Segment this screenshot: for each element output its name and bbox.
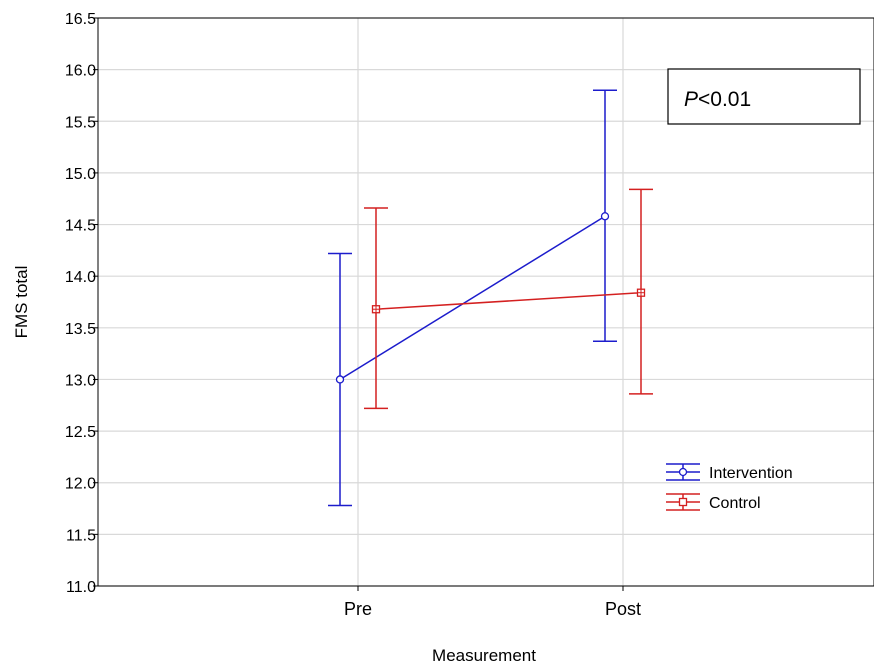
y-tick-label: 15.5 (65, 114, 96, 131)
x-tick-label: Pre (344, 599, 372, 619)
series-line (339, 215, 606, 381)
y-tick-label: 16.0 (65, 63, 96, 80)
y-tick-label: 13.5 (65, 321, 96, 338)
p-value-annotation: P<0.01 (667, 68, 861, 125)
y-tick-label: 11.5 (66, 527, 96, 544)
legend-label: Control (709, 495, 761, 512)
annotation-box (667, 68, 861, 125)
legend-item-intervention: Intervention (666, 463, 793, 482)
annotation-text: P<0.01 (684, 88, 751, 111)
x-axis-label: Measurement (432, 646, 536, 665)
annotation-value: <0.01 (698, 88, 751, 111)
series-line (375, 291, 642, 310)
x-tick-label: Post (605, 599, 641, 619)
x-axis: Pre Post (344, 586, 641, 619)
y-tick-label: 12.5 (65, 424, 96, 441)
plot-frame (97, 17, 874, 587)
data-point (371, 305, 381, 314)
legend: Intervention Control (666, 463, 793, 512)
y-tick-label: 15.0 (65, 166, 96, 183)
legend-item-control: Control (666, 493, 761, 512)
series-control (364, 188, 653, 410)
y-axis-label: FMS total (12, 266, 31, 339)
data-point (335, 375, 345, 384)
y-tick-label: 14.0 (65, 269, 96, 286)
y-tick-label: 16.5 (65, 11, 96, 28)
y-axis: 11.0 11.5 12.0 12.5 13.0 13.5 14.0 14.5 15.0 15.5… (65, 11, 98, 596)
annotation-p: P (684, 88, 698, 111)
legend-marker (678, 497, 688, 507)
series-layer (328, 89, 653, 507)
y-tick-label: 12.0 (65, 476, 96, 493)
legend-marker (678, 467, 688, 477)
y-tick-label: 14.5 (65, 218, 96, 235)
y-tick-label: 13.0 (65, 372, 96, 389)
data-point (600, 212, 610, 221)
legend-label: Intervention (709, 465, 793, 482)
series-intervention (328, 89, 617, 507)
data-point (636, 288, 646, 297)
y-tick-label: 11.0 (66, 579, 96, 596)
